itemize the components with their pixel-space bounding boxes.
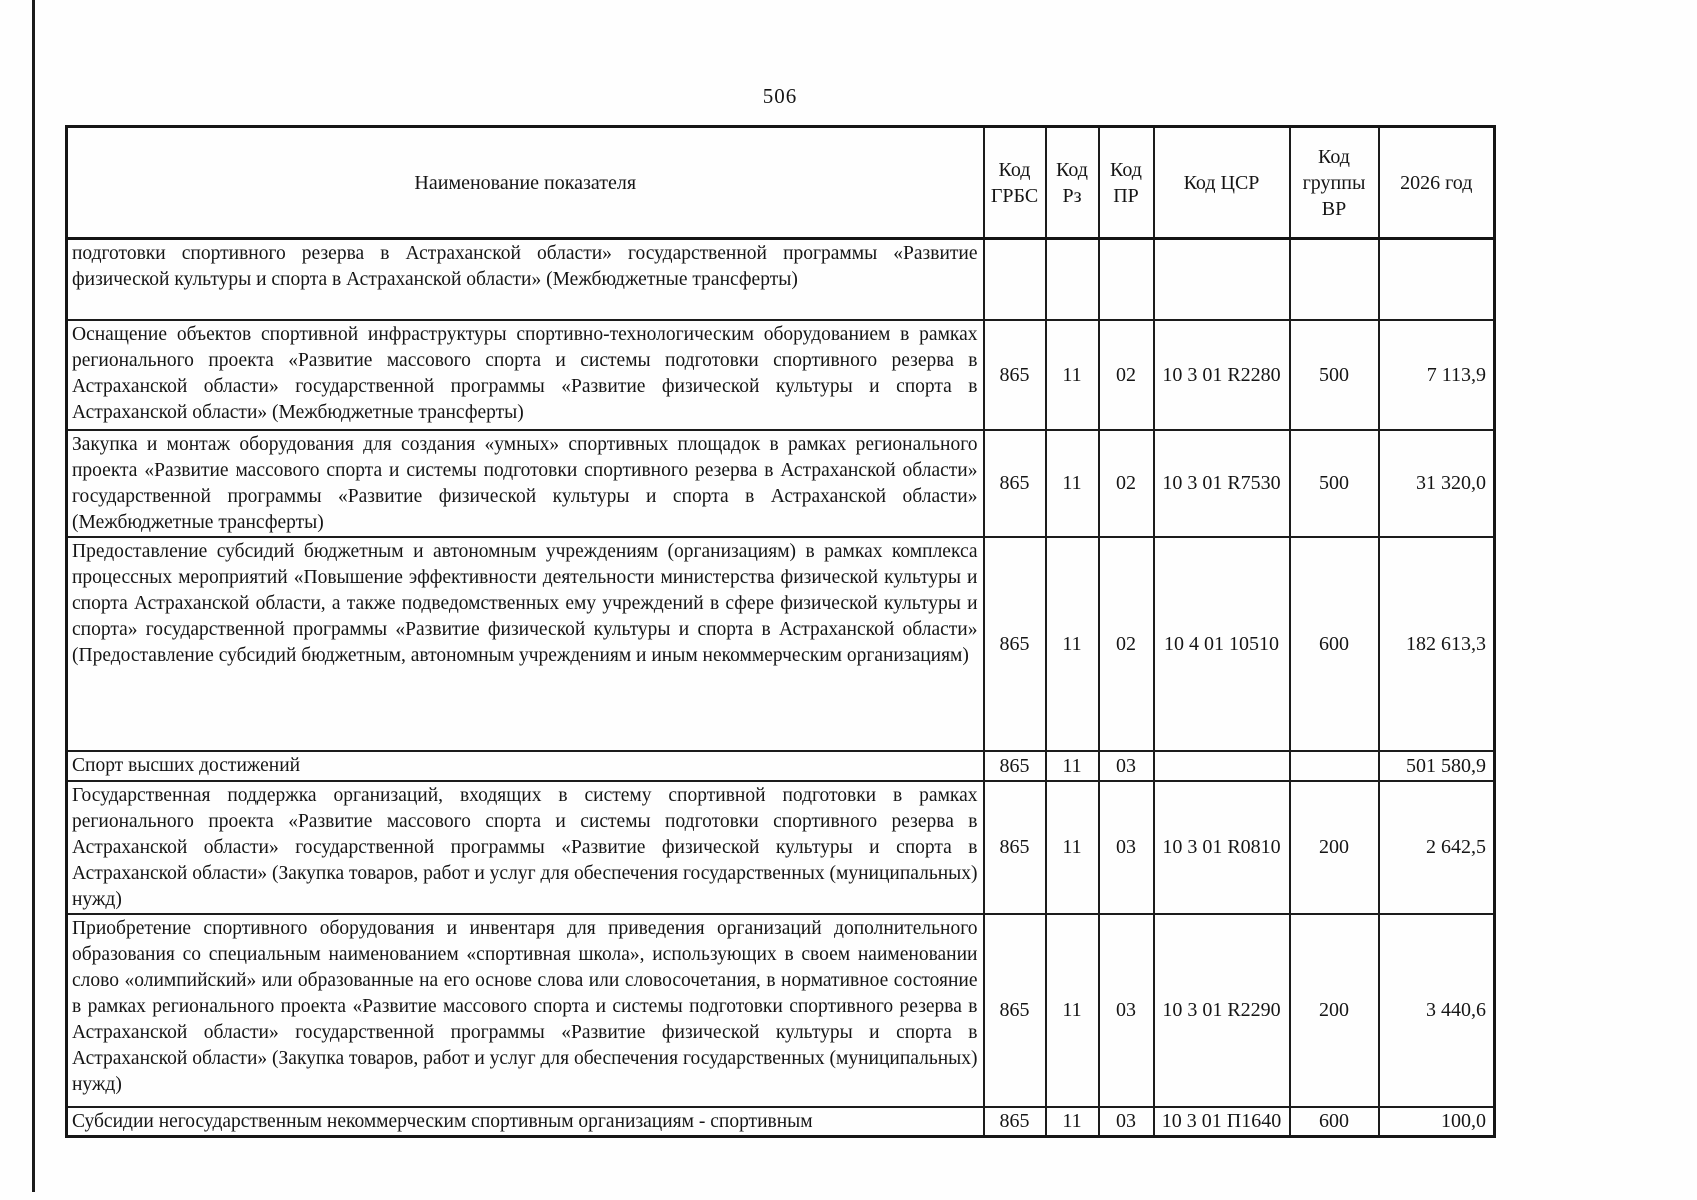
- cell-pr: 02: [1097, 428, 1155, 538]
- cell-year: 7 113,9: [1377, 318, 1496, 431]
- cell-rz: [1044, 237, 1100, 321]
- cell-rz: 11: [1044, 1105, 1100, 1137]
- table-header-row: Наименование показателя Код ГРБС Код Рз …: [65, 125, 1496, 240]
- cell-csr: 10 3 01 R2290: [1152, 912, 1291, 1108]
- cell-rz: 11: [1044, 749, 1100, 782]
- cell-grbs: [982, 237, 1047, 321]
- table-row: Спорт высших достижений 865 11 03 501 58…: [65, 749, 1496, 782]
- cell-grbs: 865: [982, 779, 1047, 915]
- cell-year: 2 642,5: [1377, 779, 1496, 915]
- cell-grbs: 865: [982, 1105, 1047, 1137]
- cell-name: Предоставление субсидий бюджетным и авто…: [65, 535, 985, 752]
- cell-year: 3 440,6: [1377, 912, 1496, 1108]
- cell-year: 31 320,0: [1377, 428, 1496, 538]
- table-row: Оснащение объектов спортивной инфраструк…: [65, 318, 1496, 431]
- column-header-year: 2026 год: [1377, 125, 1496, 240]
- cell-rz: 11: [1044, 428, 1100, 538]
- cell-vr: 200: [1288, 912, 1380, 1108]
- cell-name: подготовки спортивного резерва в Астраха…: [65, 237, 985, 321]
- cell-rz: 11: [1044, 779, 1100, 915]
- cell-csr: 10 3 01 R7530: [1152, 428, 1291, 538]
- left-margin-line: [32, 0, 35, 1192]
- cell-grbs: 865: [982, 428, 1047, 538]
- cell-year: [1377, 237, 1496, 321]
- column-header-grbs: Код ГРБС: [982, 125, 1047, 240]
- cell-name: Субсидии негосударственным некоммерчески…: [65, 1105, 985, 1137]
- budget-table: Наименование показателя Код ГРБС Код Рз …: [65, 125, 1496, 1138]
- cell-year: 501 580,9: [1377, 749, 1496, 782]
- cell-pr: 02: [1097, 318, 1155, 431]
- table-row: Субсидии негосударственным некоммерчески…: [65, 1105, 1496, 1137]
- cell-pr: 03: [1097, 749, 1155, 782]
- column-header-pr: Код ПР: [1097, 125, 1155, 240]
- cell-grbs: 865: [982, 318, 1047, 431]
- cell-name: Приобретение спортивного оборудования и …: [65, 912, 985, 1108]
- cell-vr: 500: [1288, 428, 1380, 538]
- cell-csr: [1152, 749, 1291, 782]
- table-row: Приобретение спортивного оборудования и …: [65, 912, 1496, 1108]
- column-header-vr: Код группы ВР: [1288, 125, 1380, 240]
- table-row: Закупка и монтаж оборудования для создан…: [65, 428, 1496, 538]
- cell-pr: [1097, 237, 1155, 321]
- cell-grbs: 865: [982, 749, 1047, 782]
- cell-rz: 11: [1044, 318, 1100, 431]
- cell-csr: 10 3 01 П1640: [1152, 1105, 1291, 1137]
- column-header-rz: Код Рз: [1044, 125, 1100, 240]
- cell-name: Спорт высших достижений: [65, 749, 985, 782]
- cell-name: Закупка и монтаж оборудования для создан…: [65, 428, 985, 538]
- cell-rz: 11: [1044, 535, 1100, 752]
- column-header-csr: Код ЦСР: [1152, 125, 1291, 240]
- cell-year: 100,0: [1377, 1105, 1496, 1137]
- cell-grbs: 865: [982, 535, 1047, 752]
- cell-year: 182 613,3: [1377, 535, 1496, 752]
- cell-vr: 200: [1288, 779, 1380, 915]
- cell-vr: 600: [1288, 535, 1380, 752]
- cell-grbs: 865: [982, 912, 1047, 1108]
- cell-rz: 11: [1044, 912, 1100, 1108]
- cell-name: Оснащение объектов спортивной инфраструк…: [65, 318, 985, 431]
- cell-vr: 500: [1288, 318, 1380, 431]
- cell-csr: 10 3 01 R2280: [1152, 318, 1291, 431]
- table-row: Государственная поддержка организаций, в…: [65, 779, 1496, 915]
- table-row: подготовки спортивного резерва в Астраха…: [65, 237, 1496, 321]
- cell-pr: 02: [1097, 535, 1155, 752]
- cell-pr: 03: [1097, 912, 1155, 1108]
- column-header-name: Наименование показателя: [65, 125, 985, 240]
- cell-pr: 03: [1097, 779, 1155, 915]
- cell-name: Государственная поддержка организаций, в…: [65, 779, 985, 915]
- cell-csr: [1152, 237, 1291, 321]
- cell-csr: 10 3 01 R0810: [1152, 779, 1291, 915]
- page-number: 506: [762, 84, 798, 108]
- cell-vr: 600: [1288, 1105, 1380, 1137]
- cell-vr: [1288, 237, 1380, 321]
- cell-csr: 10 4 01 10510: [1152, 535, 1291, 752]
- table-row: Предоставление субсидий бюджетным и авто…: [65, 535, 1496, 752]
- cell-pr: 03: [1097, 1105, 1155, 1137]
- cell-vr: [1288, 749, 1380, 782]
